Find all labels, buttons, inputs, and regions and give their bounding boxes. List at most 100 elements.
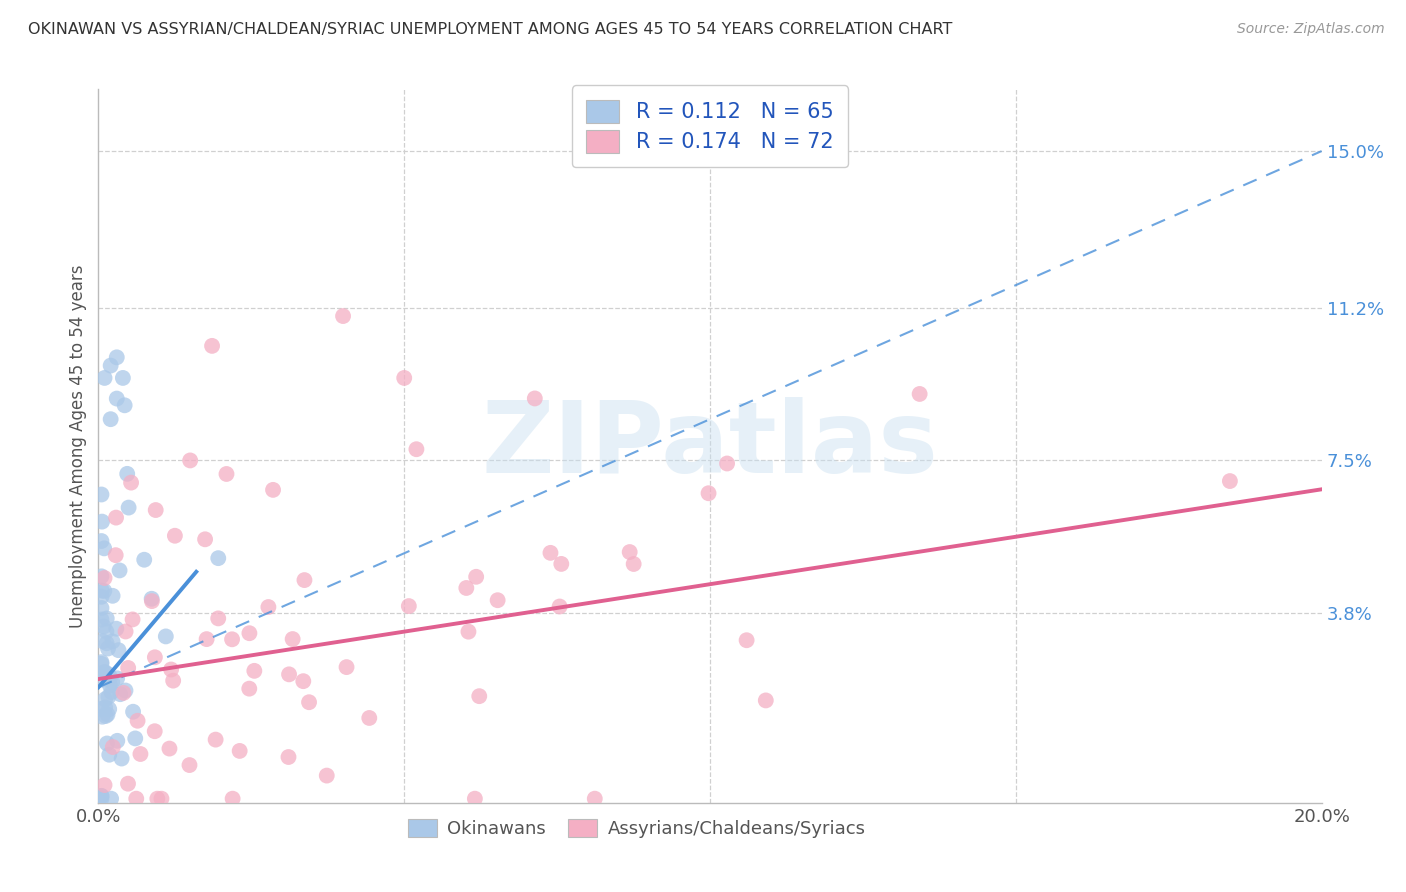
Point	[93, 541, 115, 556]
Point	[127, 714, 149, 728]
Point	[619, 545, 641, 559]
Point	[204, 732, 226, 747]
Point	[298, 695, 321, 709]
Point	[221, 791, 243, 805]
Point	[90, 613, 112, 627]
Point	[94, 665, 117, 679]
Point	[101, 675, 124, 690]
Point	[277, 750, 299, 764]
Point	[398, 599, 420, 613]
Point	[105, 351, 128, 365]
Point	[96, 636, 118, 650]
Point	[100, 791, 122, 805]
Point	[94, 709, 117, 723]
Point	[623, 557, 645, 571]
Point	[108, 564, 131, 578]
Point	[90, 789, 112, 803]
Point	[160, 663, 183, 677]
Point	[90, 601, 112, 615]
Point	[91, 673, 114, 687]
Point	[101, 634, 124, 648]
Point	[141, 594, 163, 608]
Point	[90, 583, 112, 598]
Point	[150, 791, 173, 805]
Point	[94, 700, 117, 714]
Point	[457, 624, 479, 639]
Text: ZIPatlas: ZIPatlas	[482, 398, 938, 494]
Point	[90, 569, 112, 583]
Text: Source: ZipAtlas.com: Source: ZipAtlas.com	[1237, 22, 1385, 37]
Point	[105, 510, 128, 524]
Point	[292, 674, 315, 689]
Point	[117, 500, 139, 515]
Point	[238, 681, 260, 696]
Point	[112, 686, 135, 700]
Point	[155, 629, 177, 643]
Point	[122, 705, 145, 719]
Point	[93, 571, 115, 585]
Point	[207, 611, 229, 625]
Point	[134, 553, 156, 567]
Point	[195, 632, 218, 646]
Point	[238, 626, 260, 640]
Point	[96, 624, 118, 639]
Point	[114, 624, 136, 639]
Point	[107, 643, 129, 657]
Point	[90, 789, 112, 803]
Point	[129, 747, 152, 761]
Point	[93, 665, 115, 680]
Legend: Okinawans, Assyrians/Chaldeans/Syriacs: Okinawans, Assyrians/Chaldeans/Syriacs	[399, 810, 875, 847]
Point	[735, 633, 758, 648]
Point	[93, 584, 115, 599]
Point	[91, 634, 114, 648]
Point	[98, 678, 121, 692]
Point	[90, 791, 112, 805]
Point	[332, 309, 354, 323]
Point	[523, 392, 546, 406]
Point	[101, 739, 124, 754]
Point	[105, 734, 128, 748]
Point	[98, 702, 121, 716]
Point	[90, 487, 112, 501]
Point	[262, 483, 284, 497]
Point	[114, 683, 136, 698]
Point	[104, 548, 127, 562]
Point	[97, 667, 120, 681]
Point	[179, 453, 201, 467]
Point	[90, 657, 112, 671]
Point	[96, 707, 118, 722]
Point	[215, 467, 238, 481]
Point	[110, 687, 132, 701]
Point	[100, 412, 122, 426]
Point	[716, 457, 738, 471]
Point	[124, 731, 146, 746]
Point	[93, 619, 115, 633]
Point	[697, 486, 720, 500]
Point	[162, 673, 184, 688]
Point	[115, 467, 138, 481]
Y-axis label: Unemployment Among Ages 45 to 54 years: Unemployment Among Ages 45 to 54 years	[69, 264, 87, 628]
Point	[550, 557, 572, 571]
Point	[97, 690, 120, 704]
Point	[100, 685, 122, 699]
Point	[117, 777, 139, 791]
Point	[294, 573, 316, 587]
Point	[98, 670, 121, 684]
Point	[194, 533, 217, 547]
Point	[94, 692, 117, 706]
Point	[548, 599, 571, 614]
Point	[111, 751, 134, 765]
Point	[91, 710, 114, 724]
Point	[125, 791, 148, 805]
Point	[163, 529, 186, 543]
Point	[117, 661, 139, 675]
Point	[93, 371, 115, 385]
Point	[90, 590, 112, 604]
Point	[486, 593, 509, 607]
Point	[221, 632, 243, 647]
Point	[335, 660, 357, 674]
Point	[120, 475, 142, 490]
Point	[143, 724, 166, 739]
Point	[91, 515, 114, 529]
Point	[146, 791, 169, 805]
